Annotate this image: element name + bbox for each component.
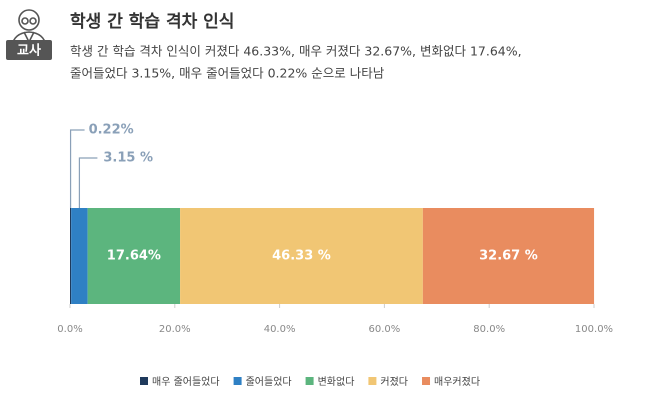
data-label: 46.33 % — [272, 249, 331, 264]
legend-swatch — [140, 377, 148, 385]
legend-label: 매우 줄어들었다 — [152, 376, 220, 388]
legend-swatch — [233, 377, 242, 385]
legend-label: 변화없다 — [318, 375, 355, 388]
legend-swatch — [368, 377, 377, 385]
legend-swatch — [305, 377, 314, 385]
data-label: 0.22% — [89, 123, 134, 138]
data-label: 32.67 % — [479, 249, 538, 264]
data-label: 3.15 % — [103, 151, 153, 166]
legend-label: 매우커졌다 — [434, 375, 480, 388]
x-tick-label: 20.0% — [159, 324, 191, 335]
badge: 교사 — [17, 43, 41, 59]
legend-label: 줄어들었다 — [246, 376, 292, 388]
x-tick-label: 80.0% — [473, 324, 505, 335]
bar-segment — [70, 208, 72, 304]
subtitle: 학생 간 학습 격차 인식이 커졌다 46.33%, 매우 커졌다 32.67%… — [70, 44, 522, 59]
x-tick-label: 0.0% — [57, 324, 82, 335]
bar-segment — [422, 208, 595, 304]
callout-line — [69, 129, 85, 208]
x-tick-label: 40.0% — [264, 324, 296, 335]
chart-title: 학생 간 학습 격차 인식 — [70, 12, 234, 32]
bar-segment — [180, 208, 423, 304]
legend-label: 커졌다 — [380, 375, 408, 388]
x-tick-label: 100.0% — [575, 324, 613, 335]
bar-segment — [87, 208, 181, 304]
data-label: 17.64% — [107, 249, 161, 264]
badge-box — [6, 40, 52, 60]
x-tick-label: 60.0% — [369, 324, 401, 335]
callout-line — [78, 157, 98, 208]
legend-swatch — [422, 377, 431, 385]
bar-segment — [71, 208, 88, 304]
subtitle: 줄어들었다 3.15%, 매우 줄어들었다 0.22% 순으로 나타남 — [70, 66, 385, 81]
